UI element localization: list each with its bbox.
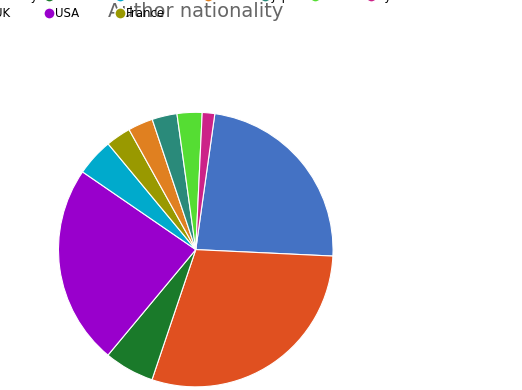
Wedge shape <box>129 119 196 250</box>
Wedge shape <box>152 113 196 250</box>
Wedge shape <box>58 172 196 355</box>
Legend: Norway, UK, Denmark, USA, Netherlands, France, Taiwan, Japan, Poland, Syria: Norway, UK, Denmark, USA, Netherlands, F… <box>0 0 409 22</box>
Title: Author nationality: Author nationality <box>108 2 283 21</box>
Wedge shape <box>108 129 196 250</box>
Wedge shape <box>196 112 215 250</box>
Wedge shape <box>177 112 202 250</box>
Wedge shape <box>196 113 333 256</box>
Wedge shape <box>82 144 196 250</box>
Wedge shape <box>152 250 333 387</box>
Wedge shape <box>108 250 196 380</box>
